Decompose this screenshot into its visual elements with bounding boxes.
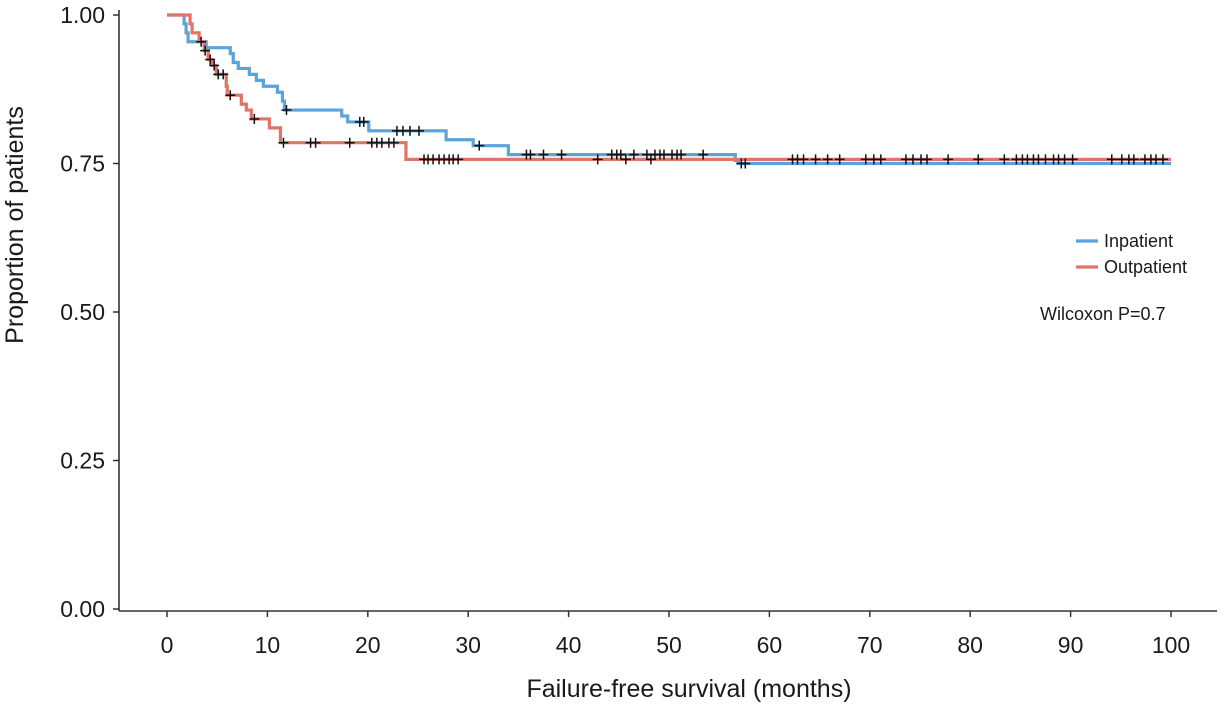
outpatient-censor-mark xyxy=(1106,154,1117,165)
x-tick-label: 90 xyxy=(1058,632,1084,658)
y-tick-label: 0.00 xyxy=(60,596,105,622)
outpatient-censor-mark xyxy=(344,137,355,148)
y-tick-label: 0.75 xyxy=(60,151,105,177)
axes: 0.00 0.25 0.50 0.75 1.00 0 10 20 30 40 50 60 70 80 90 1… xyxy=(60,2,1217,658)
x-tick-label: 100 xyxy=(1152,632,1190,658)
inpatient-censor-mark xyxy=(676,149,687,160)
inpatient-survival-curve xyxy=(167,13,1171,166)
outpatient-legend-label: Outpatient xyxy=(1104,257,1187,277)
inpatient-censor-mark xyxy=(698,149,709,160)
inpatient-censor-mark xyxy=(525,149,536,160)
outpatient-censor-mark xyxy=(1067,154,1078,165)
outpatient-censor-mark xyxy=(834,154,845,165)
outpatient-censor-mark xyxy=(453,154,464,165)
x-tick-label: 20 xyxy=(355,632,381,658)
x-tick-label: 60 xyxy=(757,632,783,658)
outpatient-censor-mark xyxy=(310,137,321,148)
x-tick-label: 30 xyxy=(455,632,481,658)
inpatient-censor-mark xyxy=(358,116,369,127)
outpatient-censor-mark xyxy=(645,154,656,165)
x-tick-label: 70 xyxy=(857,632,883,658)
inpatient-censor-mark xyxy=(474,140,485,151)
inpatient-censor-mark xyxy=(740,158,751,169)
x-tick-label: 0 xyxy=(161,632,174,658)
outpatient-censor-mark xyxy=(205,54,216,65)
outpatient-censor-mark xyxy=(1157,154,1168,165)
outpatient-censor-mark xyxy=(943,154,954,165)
y-tick-label: 0.25 xyxy=(60,448,105,474)
outpatient-censor-mark xyxy=(798,154,809,165)
outpatient-censor-mark xyxy=(810,154,821,165)
outpatient-censor-mark xyxy=(278,137,289,148)
inpatient-legend-label: Inpatient xyxy=(1104,231,1173,251)
inpatient-censor-mark xyxy=(538,149,549,160)
x-tick-label: 50 xyxy=(656,632,682,658)
outpatient-censor-mark xyxy=(875,154,886,165)
y-tick-label: 0.50 xyxy=(60,299,105,325)
outpatient-censor-mark xyxy=(196,36,207,47)
plot-area xyxy=(167,13,1171,169)
outpatient-survival-curve xyxy=(167,13,1171,161)
outpatient-censor-mark xyxy=(999,154,1010,165)
outpatient-censor-mark xyxy=(822,154,833,165)
legend: Inpatient Outpatient xyxy=(1076,231,1187,277)
outpatient-censor-mark xyxy=(620,154,631,165)
outpatient-censor-mark xyxy=(249,113,260,124)
inpatient-censor-mark xyxy=(556,149,567,160)
inpatient-censor-mark xyxy=(615,149,626,160)
inpatient-censor-mark xyxy=(628,149,639,160)
outpatient-censor-mark xyxy=(1128,154,1139,165)
inpatient-censor-mark xyxy=(414,125,425,136)
x-axis-title: Failure-free survival (months) xyxy=(526,675,851,703)
inpatient-censor-mark xyxy=(281,105,292,116)
x-tick-label: 40 xyxy=(556,632,582,658)
outpatient-censor-mark xyxy=(973,154,984,165)
inpatient-censor-mark xyxy=(404,125,415,136)
x-tick-label: 10 xyxy=(255,632,281,658)
outpatient-censor-mark xyxy=(218,69,229,80)
y-axis-title: Proportion of patients xyxy=(1,106,29,344)
outpatient-censor-mark xyxy=(200,45,211,56)
outpatient-censor-mark xyxy=(388,137,399,148)
outpatient-censor-mark xyxy=(592,154,603,165)
y-tick-label: 1.00 xyxy=(60,2,105,28)
x-tick-label: 80 xyxy=(957,632,983,658)
wilcoxon-annotation: Wilcoxon P=0.7 xyxy=(1040,304,1166,324)
outpatient-censor-mark xyxy=(225,90,236,101)
outpatient-censor-mark xyxy=(209,60,220,71)
outpatient-censor-mark xyxy=(922,154,933,165)
